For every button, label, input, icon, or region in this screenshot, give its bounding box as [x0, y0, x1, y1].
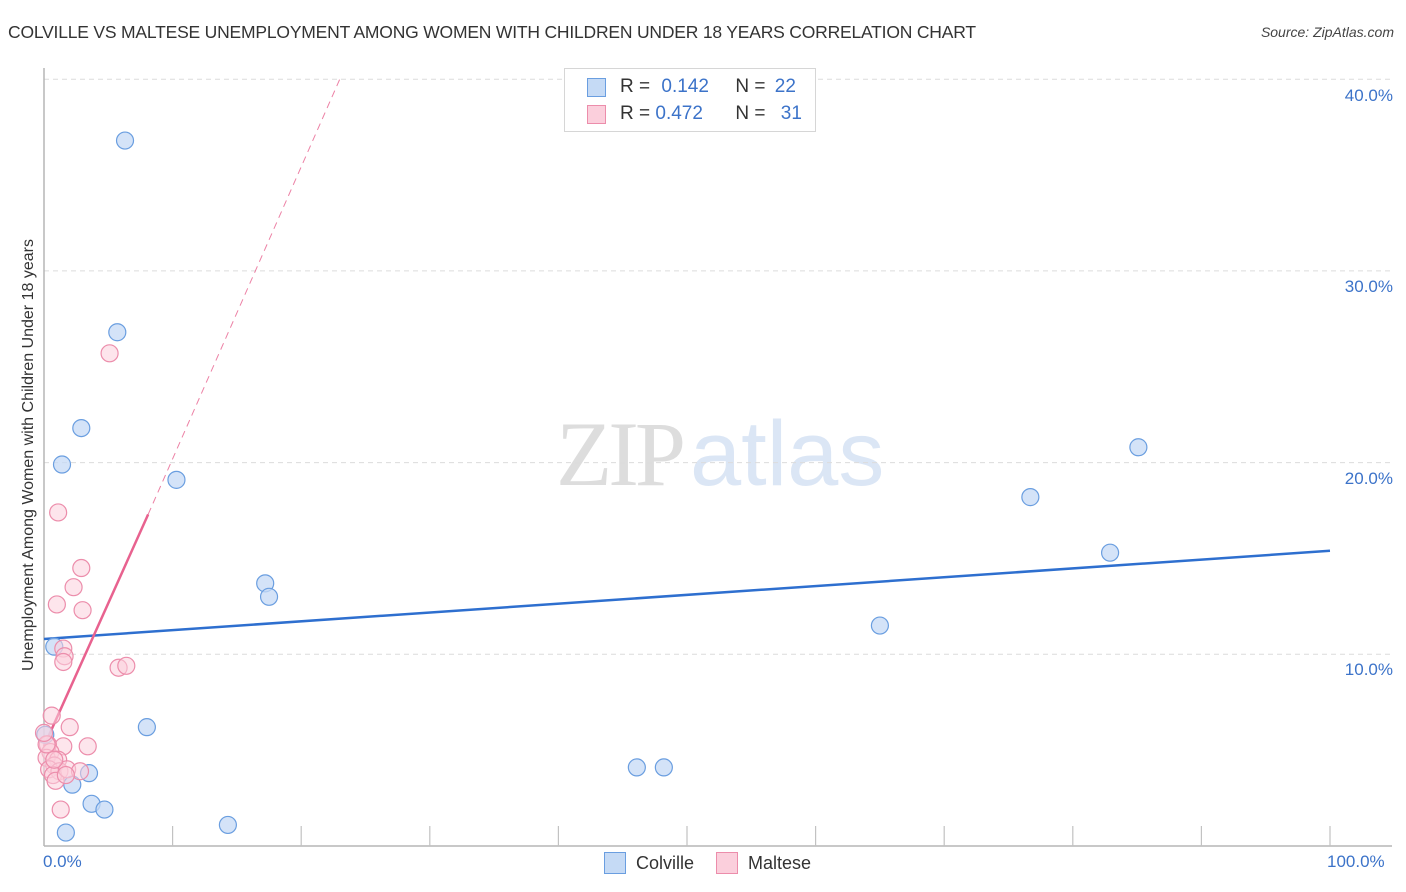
- legend-label-maltese: Maltese: [748, 852, 812, 873]
- maltese-point: [56, 765, 75, 785]
- colville-point: [115, 131, 135, 150]
- maltese-point: [117, 656, 136, 675]
- colville-point: [870, 616, 890, 635]
- colville-point: [654, 758, 673, 777]
- y-tick-30: 30.0%: [1344, 277, 1393, 296]
- colville-point: [259, 587, 279, 606]
- y-tick-10: 10.0%: [1344, 660, 1393, 679]
- trend-lines: [42, 78, 1331, 747]
- y-axis-label: Unemployment Among Women with Children U…: [20, 239, 37, 671]
- series-legend: Colville Maltese: [604, 852, 833, 874]
- maltese-point: [60, 718, 79, 737]
- legend-item-colville[interactable]: Colville: [604, 852, 694, 874]
- maltese-point: [72, 558, 91, 578]
- legend-row-colville: R = 0.142 N = 22: [587, 74, 796, 100]
- maltese-point: [45, 750, 64, 769]
- colville-point: [56, 823, 75, 842]
- legend-row-maltese: R = 0.472 N = 31: [587, 101, 802, 127]
- colville-n-value: 22: [774, 76, 796, 97]
- colville-point: [95, 800, 114, 819]
- maltese-n-value: 31: [780, 103, 802, 124]
- maltese-point: [100, 344, 119, 363]
- y-tick-20: 20.0%: [1344, 469, 1393, 488]
- colville-point: [1100, 543, 1120, 562]
- r-label: R =: [620, 103, 651, 124]
- n-label: N =: [735, 103, 766, 124]
- source-label: Source: ZipAtlas.com: [1260, 24, 1394, 40]
- maltese-trend-line: [42, 513, 150, 747]
- maltese-point: [42, 706, 61, 725]
- correlation-legend: R = 0.142 N = 22 R = 0.472 N = 31: [564, 68, 816, 132]
- colville-point: [108, 323, 127, 342]
- maltese-legend-swatch-icon: [716, 852, 739, 874]
- colville-trend-line: [43, 549, 1331, 641]
- watermark-atlas: atlas: [690, 403, 885, 505]
- legend-label-colville: Colville: [636, 852, 695, 873]
- gridlines: [44, 78, 1392, 655]
- watermark: ZIPatlas: [556, 408, 884, 500]
- maltese-point: [49, 503, 68, 522]
- watermark-zip: ZIP: [556, 403, 686, 505]
- colville-point: [72, 418, 91, 438]
- maltese-points: [34, 344, 136, 819]
- colville-r-value: 0.142: [661, 76, 709, 97]
- maltese-r-value: 0.472: [655, 103, 703, 124]
- chart-title: COLVILLE VS MALTESE UNEMPLOYMENT AMONG W…: [8, 22, 976, 42]
- colville-swatch-icon: [587, 77, 606, 97]
- colville-points: [36, 131, 1148, 842]
- x-tick-100: 100.0%: [1327, 852, 1385, 871]
- colville-point: [1021, 488, 1040, 507]
- colville-legend-swatch-icon: [604, 852, 626, 874]
- x-tick-0: 0.0%: [43, 852, 82, 871]
- colville-point: [218, 815, 237, 835]
- legend-item-maltese[interactable]: Maltese: [716, 852, 811, 874]
- n-label: N =: [735, 76, 766, 97]
- colville-point: [167, 470, 186, 489]
- r-label: R =: [620, 76, 651, 97]
- colville-point: [1129, 438, 1148, 457]
- maltese-point: [51, 800, 70, 819]
- colville-point: [137, 718, 156, 737]
- maltese-point: [54, 652, 73, 672]
- colville-point: [627, 758, 646, 777]
- y-tick-40: 40.0%: [1344, 86, 1393, 105]
- maltese-point: [47, 595, 66, 614]
- maltese-point: [34, 723, 54, 742]
- maltese-point: [64, 578, 83, 597]
- axes: [43, 68, 1392, 847]
- maltese-trend-extension: [147, 78, 341, 515]
- maltese-point: [78, 737, 97, 756]
- maltese-swatch-icon: [587, 104, 606, 124]
- colville-point: [52, 455, 72, 474]
- maltese-point: [73, 601, 92, 620]
